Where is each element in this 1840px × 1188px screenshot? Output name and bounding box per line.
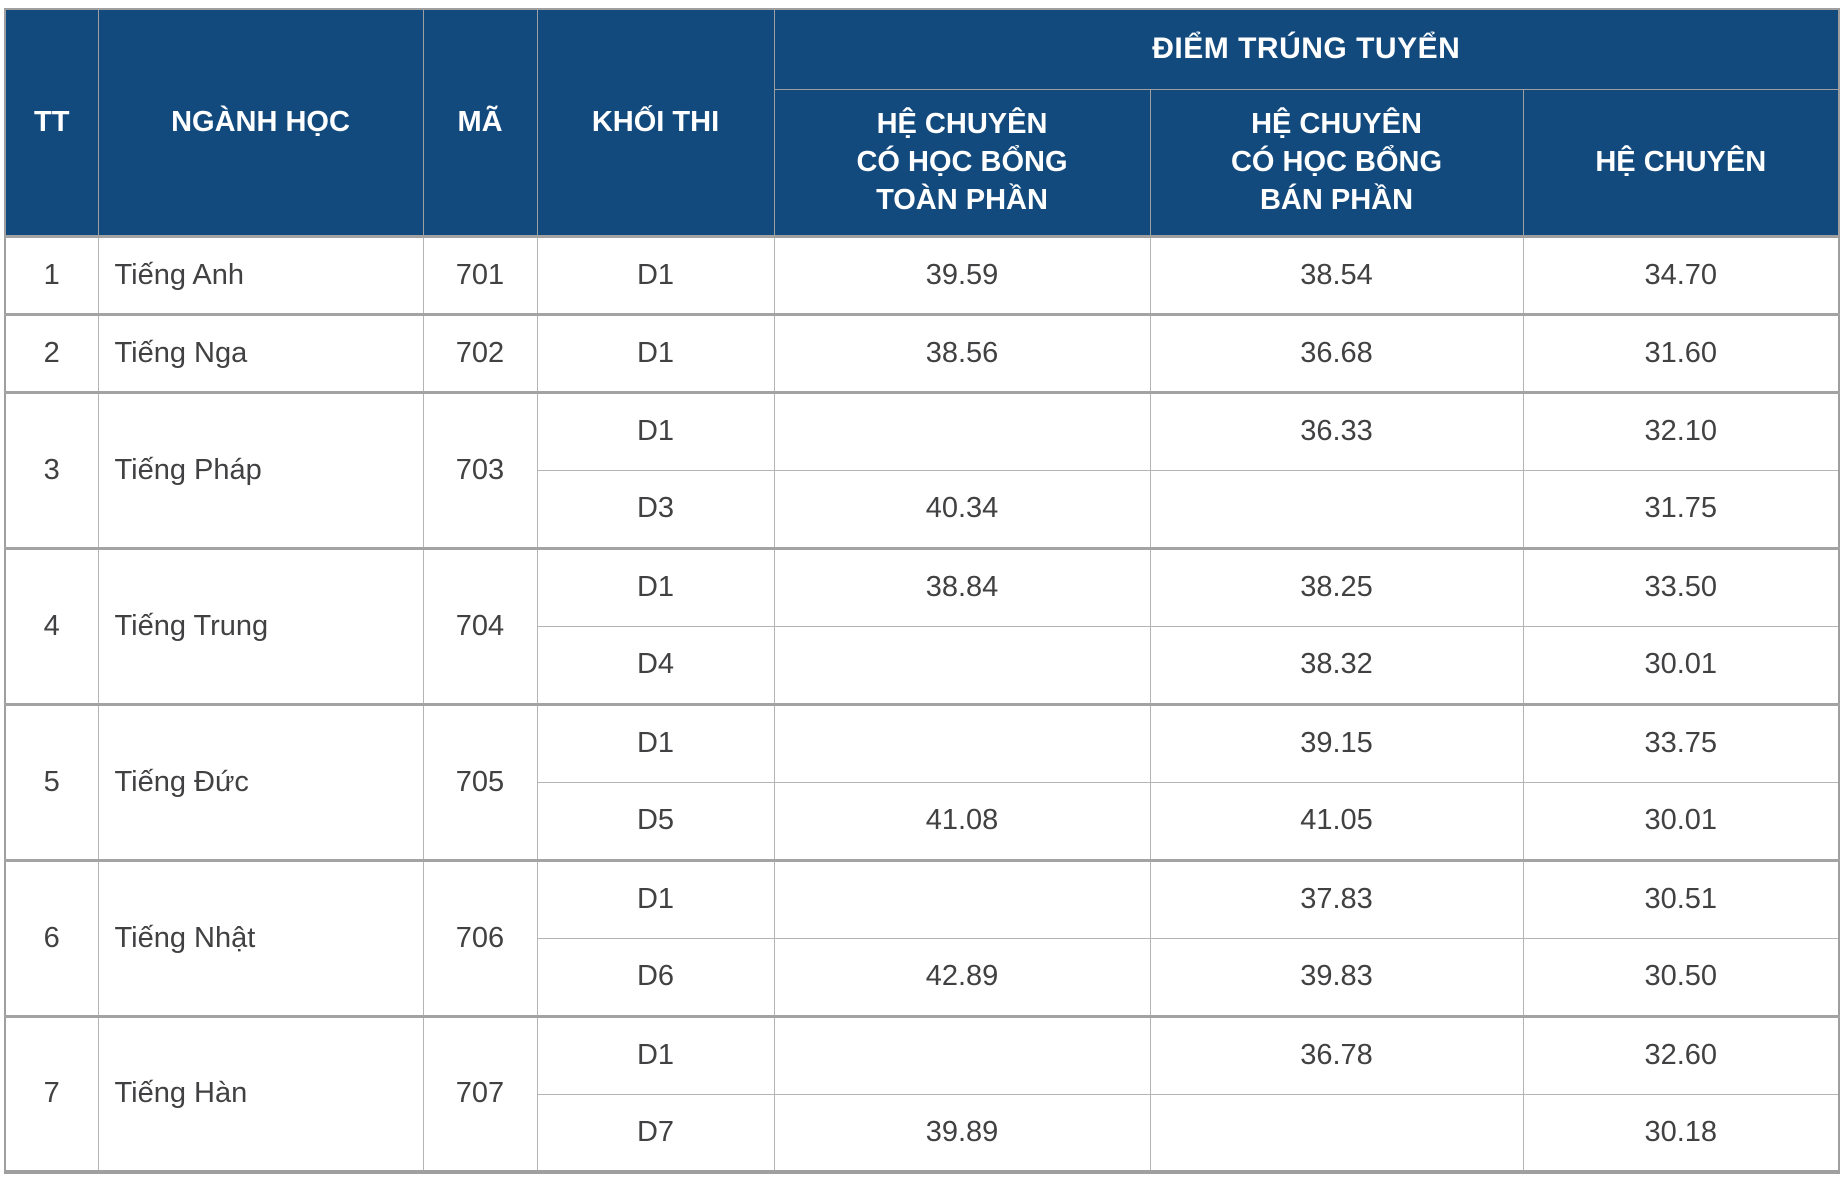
cell-tt: 2 — [4, 312, 99, 393]
cell-exam-block: D1 — [536, 702, 775, 783]
header-exam-block: KHỐI THI — [536, 8, 775, 237]
header-half-scholarship-line1: HỆ CHUYÊN — [1251, 108, 1422, 140]
cell-score-full: 38.56 — [773, 312, 1151, 393]
cell-score-full: 42.89 — [773, 937, 1151, 1017]
cell-exam-block: D5 — [536, 781, 775, 861]
cell-exam-block: D1 — [536, 234, 775, 315]
cell-major: Tiếng Hàn — [97, 1014, 424, 1173]
table-row: 7 Tiếng Hàn 707 D1 36.78 32.60 — [4, 1014, 1840, 1173]
header-half-scholarship-line2: CÓ HỌC BỔNG — [1230, 146, 1443, 178]
cell-exam-block: D1 — [536, 546, 775, 627]
cell-code: 701 — [422, 234, 538, 315]
cell-tt: 3 — [4, 390, 99, 549]
cell-score-full: 39.59 — [773, 234, 1151, 315]
table-subrow: D5 41.08 41.05 30.01 — [5, 781, 1840, 861]
cell-exam-block: D1 — [536, 390, 775, 471]
cell-score-specialized: 32.10 — [1522, 390, 1840, 471]
cell-score-specialized: 30.51 — [1522, 858, 1840, 939]
cell-exam-block: D6 — [536, 937, 775, 1017]
cell-exam-block: D1 — [536, 858, 775, 939]
cell-major: Tiếng Trung — [97, 546, 424, 705]
cell-major: Tiếng Đức — [97, 702, 424, 861]
header-full-scholarship: HỆ CHUYÊN CÓ HỌC BỔNG TOÀN PHẦN — [773, 88, 1151, 238]
cell-tt: 6 — [4, 858, 99, 1017]
cell-score-full: 40.34 — [773, 469, 1151, 549]
cell-score-specialized: 32.60 — [1522, 1014, 1840, 1095]
cell-score-half — [1149, 469, 1524, 549]
cell-score-specialized: 33.50 — [1522, 546, 1840, 627]
header-full-scholarship-line2: CÓ HỌC BỔNG — [856, 146, 1068, 178]
cell-score-specialized: 33.75 — [1522, 702, 1840, 783]
cell-score-full — [773, 858, 1151, 939]
cell-major: Tiếng Pháp — [97, 390, 424, 549]
cell-score-half: 38.54 — [1149, 234, 1524, 315]
cell-score-half: 39.83 — [1149, 937, 1524, 1017]
header-code: MÃ — [422, 8, 538, 237]
cell-score-half: 38.25 — [1149, 546, 1524, 627]
cell-exam-block: D1 — [536, 1014, 775, 1095]
header-specialized: HỆ CHUYÊN — [1522, 88, 1840, 238]
cell-code: 702 — [422, 312, 538, 393]
cell-major: Tiếng Anh — [97, 234, 424, 315]
table-row: 3 Tiếng Pháp 703 D1 36.33 32.10 — [4, 390, 1840, 549]
cell-score-half: 41.05 — [1149, 781, 1524, 861]
cell-tt: 4 — [4, 546, 99, 705]
cell-score-half: 39.15 — [1149, 702, 1524, 783]
cell-score-half — [1149, 1093, 1524, 1173]
cell-tt: 5 — [4, 702, 99, 861]
cell-code: 707 — [422, 1014, 538, 1173]
cell-score-specialized: 31.75 — [1522, 469, 1840, 549]
header-half-scholarship: HỆ CHUYÊN CÓ HỌC BỔNG BÁN PHẦN — [1149, 88, 1524, 238]
table-subrow: D3 40.34 31.75 — [5, 469, 1840, 549]
cell-score-full: 39.89 — [773, 1093, 1151, 1173]
cell-code: 703 — [422, 390, 538, 549]
table-body: 1 Tiếng Anh 701 D1 39.59 38.54 34.70 2 T… — [4, 234, 1840, 1173]
cell-score-half: 37.83 — [1149, 858, 1524, 939]
cell-tt: 7 — [4, 1014, 99, 1173]
admission-scores-table: TT NGÀNH HỌC MÃ KHỐI THI ĐIỂM TRÚNG TUYỂ… — [4, 8, 1840, 1174]
cell-score-full — [773, 625, 1151, 705]
cell-score-specialized: 30.50 — [1522, 937, 1840, 1017]
header-tt: TT — [4, 8, 99, 237]
header-full-scholarship-line3: TOÀN PHẦN — [876, 184, 1048, 216]
cell-score-specialized: 30.01 — [1522, 781, 1840, 861]
cell-major: Tiếng Nga — [97, 312, 424, 393]
table-row: 1 Tiếng Anh 701 D1 39.59 38.54 34.70 — [4, 234, 1840, 315]
header-admission-score-group: ĐIỂM TRÚNG TUYỂN — [773, 8, 1840, 90]
header-half-scholarship-line3: BÁN PHẦN — [1259, 184, 1414, 216]
table-header: TT NGÀNH HỌC MÃ KHỐI THI ĐIỂM TRÚNG TUYỂ… — [4, 8, 1840, 238]
cell-exam-block: D3 — [536, 469, 775, 549]
cell-score-full — [773, 390, 1151, 471]
cell-score-specialized: 31.60 — [1522, 312, 1840, 393]
cell-code: 704 — [422, 546, 538, 705]
table-row: 4 Tiếng Trung 704 D1 38.84 38.25 33.50 — [4, 546, 1840, 705]
cell-score-half: 36.78 — [1149, 1014, 1524, 1095]
cell-score-half: 36.68 — [1149, 312, 1524, 393]
cell-exam-block: D1 — [536, 312, 775, 393]
cell-score-half: 38.32 — [1149, 625, 1524, 705]
cell-exam-block: D7 — [536, 1093, 775, 1173]
cell-score-specialized: 30.18 — [1522, 1093, 1840, 1173]
cell-tt: 1 — [4, 234, 99, 315]
table-subrow: D6 42.89 39.83 30.50 — [5, 937, 1840, 1017]
header-full-scholarship-line1: HỆ CHUYÊN — [876, 108, 1048, 140]
cell-score-full — [773, 1014, 1151, 1095]
table-row: 2 Tiếng Nga 702 D1 38.56 36.68 31.60 — [4, 312, 1840, 393]
cell-score-specialized: 34.70 — [1522, 234, 1840, 315]
cell-score-specialized: 30.01 — [1522, 625, 1840, 705]
cell-score-full — [773, 702, 1151, 783]
cell-score-full: 38.84 — [773, 546, 1151, 627]
cell-code: 706 — [422, 858, 538, 1017]
cell-exam-block: D4 — [536, 625, 775, 705]
table-subrow: D7 39.89 30.18 — [5, 1093, 1840, 1173]
cell-code: 705 — [422, 702, 538, 861]
cell-score-full: 41.08 — [773, 781, 1151, 861]
cell-score-half: 36.33 — [1149, 390, 1524, 471]
table-row: 5 Tiếng Đức 705 D1 39.15 33.75 — [4, 702, 1840, 861]
header-major: NGÀNH HỌC — [97, 8, 424, 237]
table-row: 6 Tiếng Nhật 706 D1 37.83 30.51 — [4, 858, 1840, 1017]
cell-major: Tiếng Nhật — [97, 858, 424, 1017]
